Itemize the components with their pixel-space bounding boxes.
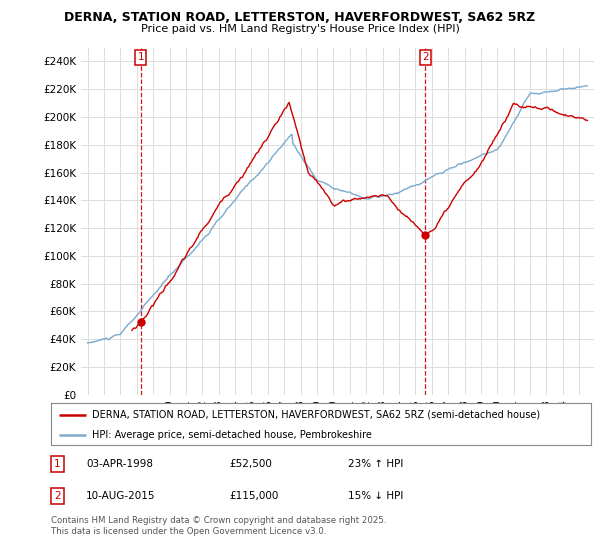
Text: 23% ↑ HPI: 23% ↑ HPI <box>348 459 403 469</box>
Text: DERNA, STATION ROAD, LETTERSTON, HAVERFORDWEST, SA62 5RZ: DERNA, STATION ROAD, LETTERSTON, HAVERFO… <box>64 11 536 24</box>
Text: 1: 1 <box>54 459 61 469</box>
Text: HPI: Average price, semi-detached house, Pembrokeshire: HPI: Average price, semi-detached house,… <box>91 430 371 440</box>
Text: 15% ↓ HPI: 15% ↓ HPI <box>348 491 403 501</box>
Text: 1: 1 <box>137 52 144 62</box>
Text: 10-AUG-2015: 10-AUG-2015 <box>86 491 155 501</box>
Text: £115,000: £115,000 <box>229 491 278 501</box>
Text: 2: 2 <box>422 52 428 62</box>
Text: £52,500: £52,500 <box>229 459 272 469</box>
Text: 03-APR-1998: 03-APR-1998 <box>86 459 153 469</box>
Text: DERNA, STATION ROAD, LETTERSTON, HAVERFORDWEST, SA62 5RZ (semi-detached house): DERNA, STATION ROAD, LETTERSTON, HAVERFO… <box>91 409 539 419</box>
Text: Price paid vs. HM Land Registry's House Price Index (HPI): Price paid vs. HM Land Registry's House … <box>140 24 460 34</box>
Text: Contains HM Land Registry data © Crown copyright and database right 2025.
This d: Contains HM Land Registry data © Crown c… <box>51 516 386 536</box>
Text: 2: 2 <box>54 491 61 501</box>
